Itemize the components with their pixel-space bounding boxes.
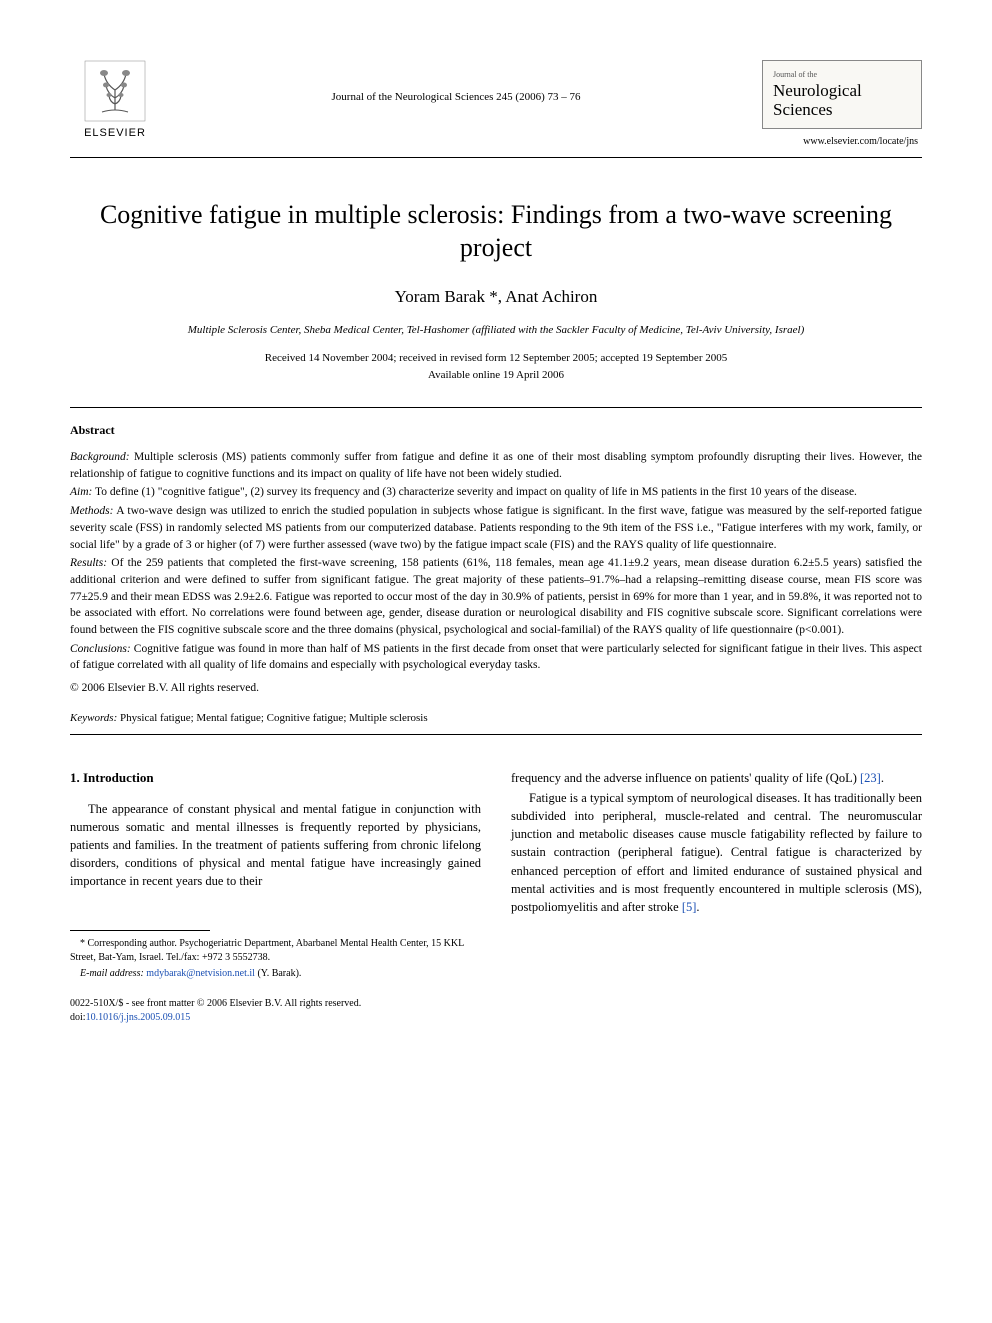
- footnote-rule: [70, 930, 210, 931]
- intro-paragraph-1: The appearance of constant physical and …: [70, 800, 481, 891]
- keywords: Keywords: Physical fatigue; Mental fatig…: [70, 711, 922, 726]
- abstract-methods: Methods: A two-wave design was utilized …: [70, 503, 922, 553]
- abstract-block: Background: Multiple sclerosis (MS) pati…: [70, 449, 922, 696]
- authors: Yoram Barak *, Anat Achiron: [70, 285, 922, 309]
- elsevier-tree-icon: [84, 60, 146, 122]
- abstract-top-rule: [70, 407, 922, 408]
- abstract-conclusions-label: Conclusions:: [70, 643, 131, 655]
- footnote-email-link[interactable]: mdybarak@netvision.net.il: [146, 968, 255, 979]
- column-right: frequency and the adverse influence on p…: [511, 769, 922, 1025]
- affiliation: Multiple Sclerosis Center, Sheba Medical…: [70, 323, 922, 338]
- citation-5[interactable]: [5]: [682, 900, 697, 914]
- doi-prefix: doi:: [70, 1012, 86, 1023]
- abstract-bottom-rule: [70, 734, 922, 735]
- intro-p2-end: .: [696, 900, 699, 914]
- journal-logo-title: Neurological Sciences: [773, 82, 911, 119]
- abstract-conclusions-text: Cognitive fatigue was found in more than…: [70, 643, 922, 672]
- page-header: ELSEVIER Journal of the Neurological Sci…: [70, 60, 922, 149]
- publisher-name: ELSEVIER: [84, 126, 146, 141]
- journal-logo-prefix: Journal of the: [773, 69, 911, 80]
- corresponding-author-footnote: * Corresponding author. Psychogeriatric …: [70, 937, 481, 981]
- column-left: 1. Introduction The appearance of consta…: [70, 769, 481, 1025]
- intro-paragraph-2: Fatigue is a typical symptom of neurolog…: [511, 789, 922, 916]
- intro-paragraph-1-cont: frequency and the adverse influence on p…: [511, 769, 922, 787]
- journal-url: www.elsevier.com/locate/jns: [752, 135, 918, 149]
- intro-p1-cont-text: frequency and the adverse influence on p…: [511, 771, 860, 785]
- body-columns: 1. Introduction The appearance of consta…: [70, 769, 922, 1025]
- doi-line: doi:10.1016/j.jns.2005.09.015: [70, 1011, 481, 1025]
- doi-copyright: 0022-510X/$ - see front matter © 2006 El…: [70, 997, 481, 1011]
- abstract-results: Results: Of the 259 patients that comple…: [70, 555, 922, 638]
- journal-reference: Journal of the Neurological Sciences 245…: [160, 60, 752, 105]
- footnote-email-attrib: (Y. Barak).: [255, 968, 301, 979]
- dates-online: Available online 19 April 2006: [70, 367, 922, 384]
- intro-p1-cont-end: .: [881, 771, 884, 785]
- journal-logo-block: Journal of the Neurological Sciences www…: [752, 60, 922, 149]
- abstract-copyright: © 2006 Elsevier B.V. All rights reserved…: [70, 680, 922, 697]
- doi-block: 0022-510X/$ - see front matter © 2006 El…: [70, 997, 481, 1025]
- citation-23[interactable]: [23]: [860, 771, 881, 785]
- abstract-results-text: Of the 259 patients that completed the f…: [70, 557, 922, 636]
- abstract-methods-label: Methods:: [70, 505, 113, 517]
- abstract-aim-label: Aim:: [70, 486, 92, 498]
- abstract-aim-text: To define (1) "cognitive fatigue", (2) s…: [92, 486, 857, 498]
- keywords-label: Keywords:: [70, 712, 117, 724]
- abstract-results-label: Results:: [70, 557, 107, 569]
- abstract-methods-text: A two-wave design was utilized to enrich…: [70, 505, 922, 550]
- abstract-conclusions: Conclusions: Cognitive fatigue was found…: [70, 641, 922, 674]
- publisher-logo: ELSEVIER: [70, 60, 160, 141]
- header-rule: [70, 157, 922, 158]
- article-dates: Received 14 November 2004; received in r…: [70, 350, 922, 383]
- footnote-email-line: E-mail address: mdybarak@netvision.net.i…: [70, 967, 481, 981]
- article-title: Cognitive fatigue in multiple sclerosis:…: [70, 198, 922, 266]
- abstract-heading: Abstract: [70, 422, 922, 439]
- footnote-corr-text: * Corresponding author. Psychogeriatric …: [70, 937, 481, 965]
- section-heading-introduction: 1. Introduction: [70, 769, 481, 788]
- journal-logo-box: Journal of the Neurological Sciences: [762, 60, 922, 129]
- intro-p2-text: Fatigue is a typical symptom of neurolog…: [511, 791, 922, 914]
- abstract-aim: Aim: To define (1) "cognitive fatigue", …: [70, 484, 922, 501]
- dates-received: Received 14 November 2004; received in r…: [70, 350, 922, 367]
- keywords-text: Physical fatigue; Mental fatigue; Cognit…: [117, 712, 427, 724]
- doi-link[interactable]: 10.1016/j.jns.2005.09.015: [86, 1012, 191, 1023]
- abstract-background: Background: Multiple sclerosis (MS) pati…: [70, 449, 922, 482]
- abstract-background-label: Background:: [70, 451, 130, 463]
- abstract-background-text: Multiple sclerosis (MS) patients commonl…: [70, 451, 922, 480]
- footnote-email-label: E-mail address:: [80, 968, 144, 979]
